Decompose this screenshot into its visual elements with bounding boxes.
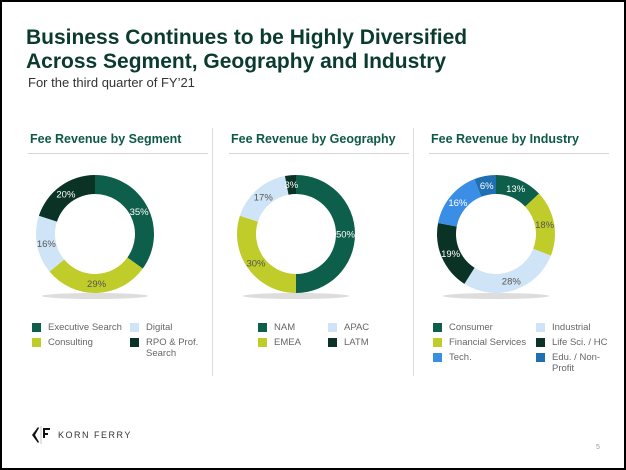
slice-edu-non-profit	[474, 175, 496, 197]
legend-label: Digital	[146, 322, 173, 333]
legend-swatch	[433, 338, 442, 347]
industry-donut-chart: 13% 18% 28% 19% 16% 6%	[437, 175, 555, 299]
slice-label-rpo-prof-search: 20%	[56, 189, 76, 200]
legend-swatch	[130, 323, 139, 332]
legend-label: Executive Search	[48, 322, 122, 333]
slice-label-life-sci-hc: 19%	[441, 249, 461, 260]
legend-item-edu-non-profit: Edu. / Non-Profit	[536, 352, 621, 374]
segment-legend: Executive Search Digital Consulting RPO & P…	[32, 322, 210, 359]
legend-item-emea: EMEA	[258, 337, 320, 348]
legend-swatch	[32, 323, 41, 332]
panel-divider	[212, 128, 213, 376]
slice-life-sci-hc	[437, 222, 475, 284]
legend-swatch	[258, 323, 267, 332]
slice-executive-search	[95, 175, 154, 269]
slice-label-tech: 16%	[448, 198, 468, 209]
slice-financial-services	[525, 193, 555, 256]
legend-label: RPO & Prof. Search	[146, 337, 199, 359]
legend-item-consumer: Consumer	[433, 322, 528, 333]
legend-swatch	[32, 338, 41, 347]
legend-item-consulting: Consulting	[32, 337, 122, 359]
slide-subtitle: For the third quarter of FY’21	[28, 75, 195, 90]
segment-chart-title: Fee Revenue by Segment	[30, 132, 182, 146]
slice-label-financial-services: 18%	[535, 220, 555, 231]
legend-swatch	[433, 323, 442, 332]
legend-label: Financial Services	[449, 337, 527, 348]
legend-label: APAC	[344, 322, 370, 333]
slice-label-emea: 30%	[246, 259, 266, 270]
legend-item-rpo-prof-search: RPO & Prof. Search	[130, 337, 210, 359]
legend-item-industrial: Industrial	[536, 322, 621, 333]
legend-swatch	[258, 338, 267, 347]
segment-title-rule	[28, 153, 208, 154]
legend-label: Edu. / Non-Profit	[552, 352, 601, 374]
legend-label: Life Sci. / HC	[552, 337, 608, 348]
slice-label-apac: 17%	[254, 192, 274, 203]
slice-apac	[239, 176, 289, 222]
geography-panel: Fee Revenue by Geography 50% 30% 17% 3%	[229, 132, 409, 308]
legend-swatch	[536, 338, 545, 347]
geography-chart-title: Fee Revenue by Geography	[231, 132, 396, 146]
slice-rpo-prof-search	[38, 175, 95, 222]
legend-item-life-sci-hc: Life Sci. / HC	[536, 337, 621, 348]
legend-swatch	[536, 353, 545, 362]
slice-label-latm: 3%	[284, 180, 298, 191]
title-line-2: Across Segment, Geography and Industry	[26, 50, 447, 73]
slice-label-nam: 50%	[336, 230, 356, 241]
industry-legend: Consumer Industrial Financial Services Life…	[433, 322, 621, 374]
legend-swatch	[328, 323, 337, 332]
legend-item-tech: Tech.	[433, 352, 528, 374]
donut-shadow	[443, 293, 549, 299]
segment-panel: Fee Revenue by Segment 35% 29% 16% 20%	[28, 132, 208, 308]
legend-item-apac: APAC	[328, 322, 408, 333]
legend-swatch	[433, 353, 442, 362]
slice-industrial	[464, 248, 551, 293]
slice-label-executive-search: 35%	[130, 207, 150, 218]
page-number: 5	[596, 444, 600, 451]
legend-label: Industrial	[552, 322, 591, 333]
geography-legend: NAM APAC EMEA LATM	[258, 322, 408, 348]
legend-label: NAM	[274, 322, 296, 333]
legend-item-financial-services: Financial Services	[433, 337, 528, 348]
legend-item-digital: Digital	[130, 322, 210, 333]
title-line-1: Business Continues to be Highly Diversif…	[26, 26, 468, 49]
korn-ferry-logo-icon	[32, 426, 50, 444]
slice-latm	[284, 175, 296, 195]
legend-item-latm: LATM	[328, 337, 408, 348]
slice-label-consumer: 13%	[506, 184, 526, 195]
slice-consumer	[496, 175, 540, 207]
segment-donut-chart: 35% 29% 16% 20%	[35, 175, 154, 299]
slice-nam	[296, 175, 355, 293]
legend-swatch	[130, 338, 139, 347]
slice-label-consulting: 29%	[87, 279, 107, 290]
slice-label-industrial: 28%	[502, 277, 522, 288]
industry-title-rule	[429, 153, 609, 154]
legend-item-executive-search: Executive Search	[32, 322, 122, 333]
legend-label: Tech.	[449, 352, 472, 363]
legend-label: LATM	[344, 337, 369, 348]
legend-label: EMEA	[274, 337, 301, 348]
korn-ferry-logo: KORN FERRY	[30, 426, 132, 444]
industry-chart-title: Fee Revenue by Industry	[431, 132, 579, 146]
donut-shadow	[42, 293, 148, 299]
slice-tech	[438, 179, 482, 227]
legend-swatch	[536, 323, 545, 332]
slide-title: Business Continues to be Highly Diversif…	[26, 26, 467, 74]
slice-emea	[236, 215, 296, 293]
panel-divider	[413, 128, 414, 376]
slice-label-digital: 16%	[37, 239, 57, 250]
donut-shadow	[243, 293, 349, 299]
slice-consulting	[49, 257, 143, 293]
legend-label: Consulting	[48, 337, 93, 348]
industry-panel: Fee Revenue by Industry 13% 18% 28% 19% 16% 6…	[429, 132, 609, 308]
slice-label-edu-non-profit: 6%	[480, 181, 494, 192]
geography-donut-chart: 50% 30% 17% 3%	[236, 175, 356, 299]
geography-title-rule	[229, 153, 409, 154]
slice-digital	[35, 215, 65, 272]
logo-text: KORN FERRY	[58, 430, 132, 440]
legend-swatch	[328, 338, 337, 347]
legend-item-nam: NAM	[258, 322, 320, 333]
legend-label: Consumer	[449, 322, 493, 333]
